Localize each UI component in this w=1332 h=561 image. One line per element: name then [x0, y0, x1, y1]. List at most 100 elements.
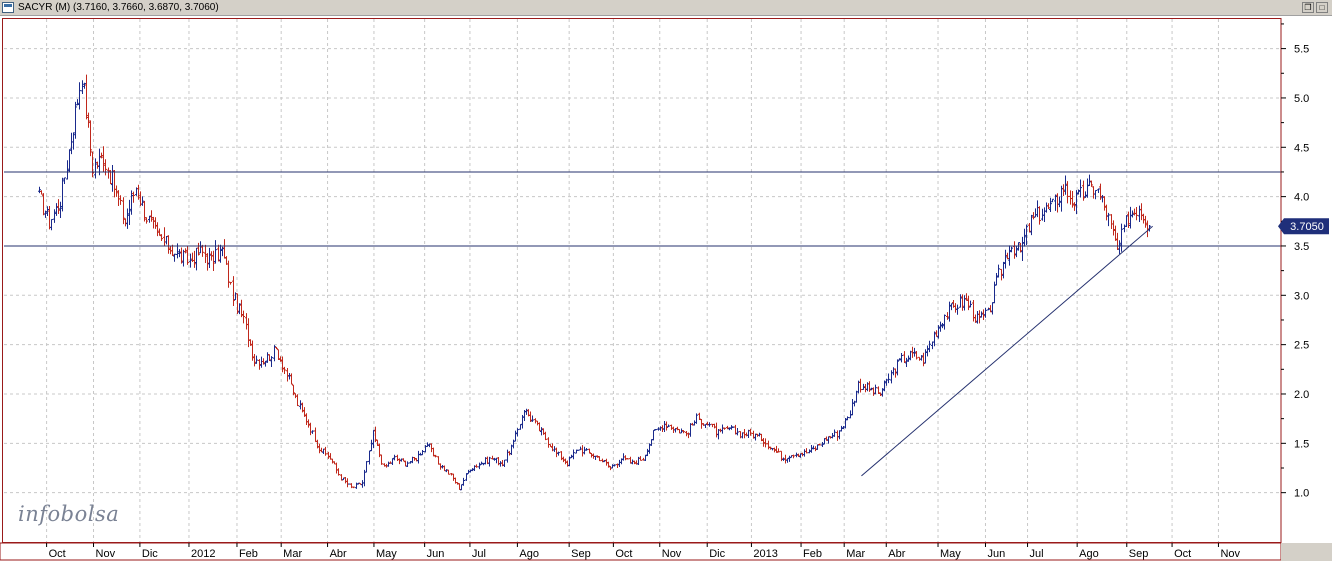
ohlc-bar	[730, 425, 733, 430]
ohlc-bar	[1038, 206, 1041, 225]
ohlc-bar	[122, 197, 125, 225]
ohlc-bar	[818, 443, 821, 446]
ohlc-bar	[223, 239, 226, 259]
ohlc-bar	[499, 461, 502, 467]
ohlc-bar	[840, 425, 843, 432]
ohlc-bar	[320, 447, 323, 453]
ohlc-bar	[301, 402, 304, 413]
ohlc-bar	[650, 439, 653, 446]
ohlc-bar	[208, 247, 211, 268]
ohlc-bar	[976, 310, 979, 324]
ohlc-bar	[247, 318, 250, 348]
ohlc-bar	[823, 438, 826, 445]
ohlc-bar	[713, 423, 716, 429]
ohlc-bar	[933, 331, 936, 347]
ohlc-bar	[948, 301, 951, 322]
ohlc-bar	[654, 429, 657, 431]
ohlc-bar	[1094, 189, 1097, 200]
restore-button[interactable]: ❐	[1302, 2, 1314, 13]
ohlc-bar	[1146, 220, 1149, 238]
ohlc-bar	[721, 424, 724, 434]
ohlc-bar	[862, 383, 865, 390]
ohlc-bar	[437, 456, 440, 465]
ohlc-bar	[240, 299, 243, 318]
ohlc-bar	[544, 431, 547, 441]
ohlc-bar	[78, 82, 81, 110]
ohlc-bar	[83, 82, 86, 89]
ohlc-bar	[286, 367, 289, 382]
ohlc-bar	[1105, 204, 1108, 221]
ohlc-bar	[1000, 268, 1003, 281]
ohlc-bar	[961, 294, 964, 311]
ohlc-bar	[969, 300, 972, 308]
x-tick-label: 2012	[191, 548, 215, 560]
ohlc-bar	[221, 246, 224, 257]
ohlc-bar	[1036, 200, 1039, 218]
ohlc-bar	[173, 253, 176, 262]
ohlc-bar	[152, 216, 155, 229]
ohlc-bar	[564, 458, 567, 465]
ohlc-bar	[154, 217, 157, 229]
ohlc-bar	[111, 165, 114, 192]
ohlc-bar	[646, 448, 649, 457]
ohlc-bar	[432, 447, 435, 457]
ohlc-bar	[872, 387, 875, 396]
ohlc-bar	[665, 421, 668, 431]
ohlc-bar	[799, 453, 802, 458]
ohlc-bar	[1107, 212, 1110, 227]
ohlc-bar	[372, 429, 375, 449]
ohlc-bar	[163, 227, 166, 246]
ohlc-bar	[374, 426, 377, 443]
ohlc-bar	[283, 366, 286, 375]
ohlc-bar	[588, 448, 591, 454]
ohlc-bar	[387, 461, 390, 467]
ohlc-bar	[1073, 202, 1076, 211]
ohlc-bar	[178, 249, 181, 258]
ohlc-bar	[1041, 208, 1044, 221]
ohlc-bar	[81, 80, 84, 95]
ohlc-bar	[959, 294, 962, 308]
infobolsa-logo: infobolsa	[18, 502, 120, 526]
ohlc-bar	[85, 74, 88, 120]
ohlc-bar	[784, 454, 787, 464]
maximize-button[interactable]: □	[1316, 2, 1328, 13]
x-tick-label: Abr	[330, 548, 347, 560]
ohlc-bar	[519, 424, 522, 430]
ohlc-bar	[1140, 203, 1143, 221]
x-tick-label: Sep	[1129, 548, 1149, 560]
ohlc-bar	[206, 253, 209, 271]
x-tick-label: Dic	[709, 548, 725, 560]
ohlc-bar	[764, 438, 767, 448]
ohlc-bar	[491, 455, 494, 460]
ohlc-bar	[249, 339, 252, 346]
ohlc-bar	[601, 458, 604, 463]
ohlc-bar	[214, 240, 217, 264]
ohlc-bar	[849, 410, 852, 419]
ohlc-bar	[644, 454, 647, 461]
ohlc-bar	[281, 356, 284, 373]
price-chart[interactable]: 1.0 1.5 2.0 2.5 3.0 3.5 4.0 4.5 5.0 5.5 3.7050 Oct N…	[0, 16, 1332, 561]
ohlc-bar	[980, 311, 983, 318]
ohlc-bar	[1062, 184, 1065, 196]
ohlc-bar	[859, 378, 862, 393]
ohlc-bar	[926, 345, 929, 357]
ohlc-bar	[253, 353, 256, 367]
ohlc-bar	[1023, 228, 1026, 247]
ohlc-bar	[827, 436, 830, 444]
ohlc-bar	[682, 429, 685, 434]
ohlc-bar	[836, 430, 839, 441]
ohlc-bar	[743, 429, 746, 439]
ohlc-bar	[704, 423, 707, 429]
ohlc-bar	[974, 314, 977, 323]
ohlc-bar	[376, 439, 379, 446]
ohlc-bar	[102, 146, 105, 172]
y-tick-label: 3.0	[1294, 290, 1309, 302]
x-tick-label: Oct	[49, 548, 66, 560]
ohlc-bar	[365, 461, 368, 473]
ohlc-bar	[158, 228, 161, 236]
ohlc-bar	[180, 247, 183, 264]
ohlc-bar	[870, 387, 873, 391]
x-tick-label: Mar	[846, 548, 865, 560]
ohlc-bar	[1066, 181, 1069, 204]
ohlc-bar	[307, 419, 310, 428]
